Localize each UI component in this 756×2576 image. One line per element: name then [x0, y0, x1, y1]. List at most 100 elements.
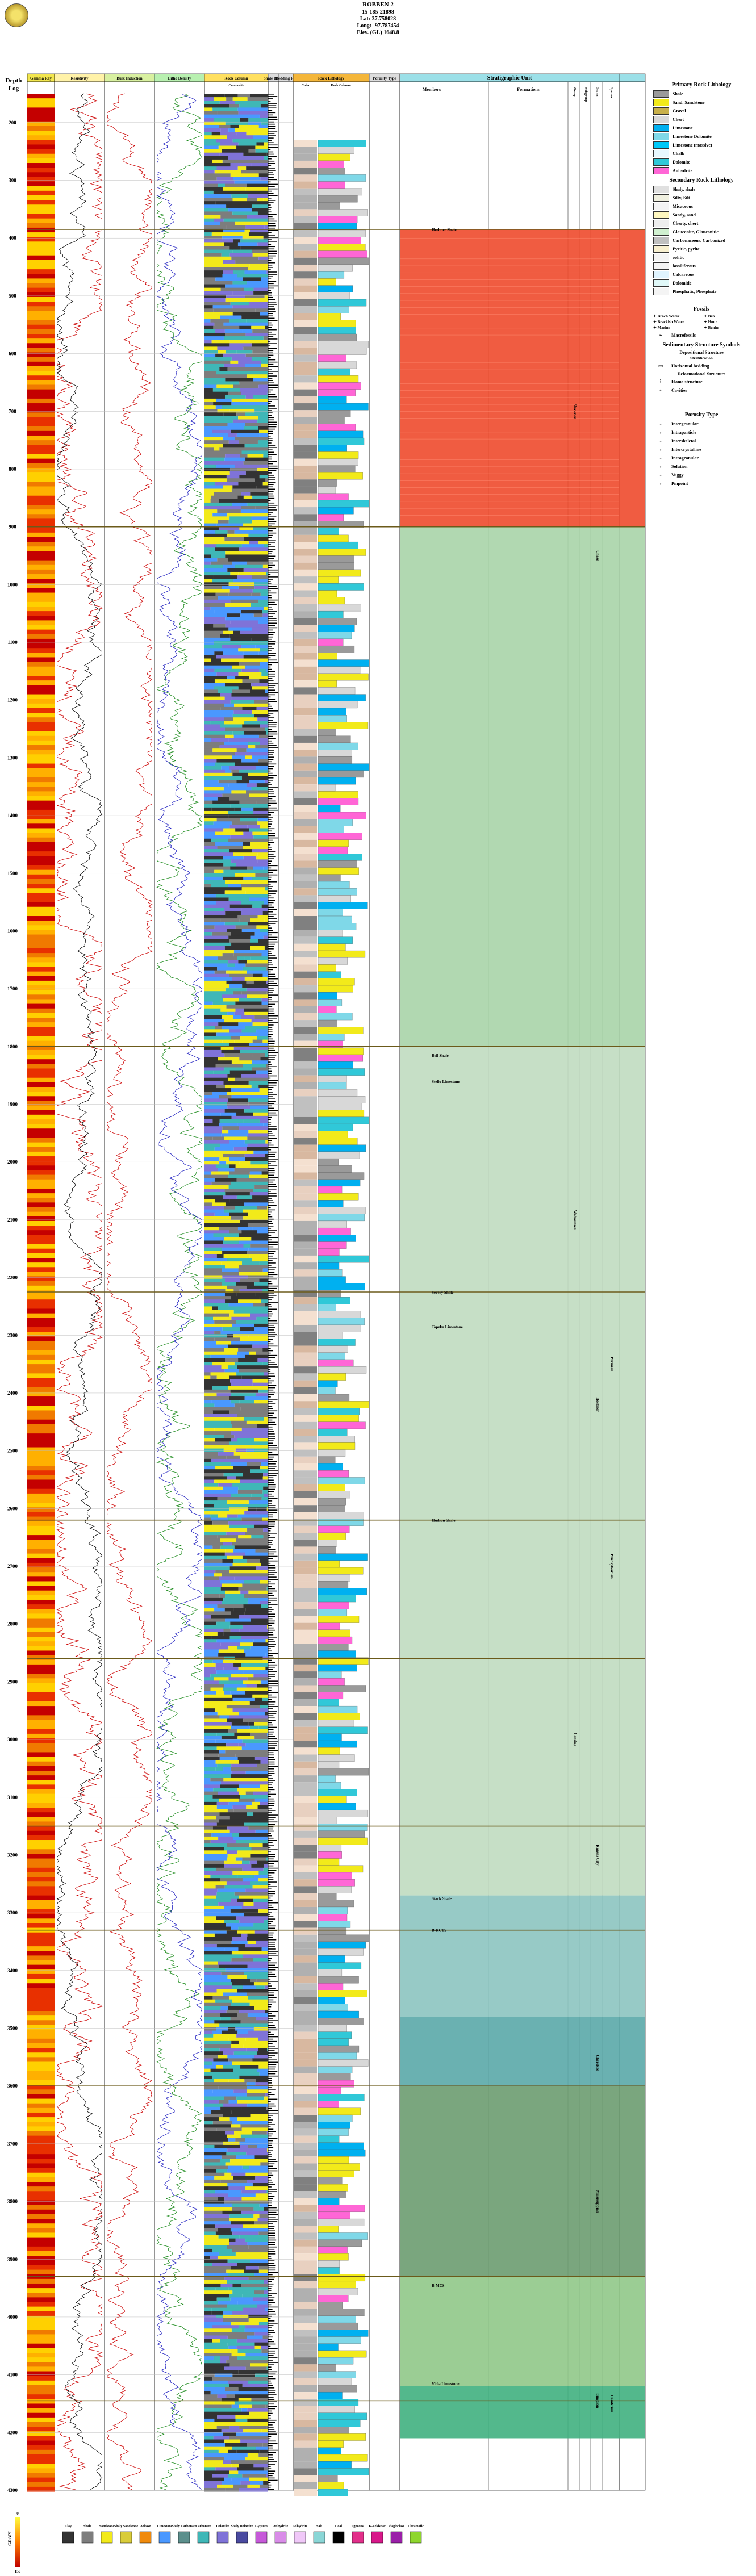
shale-ratio-bar	[268, 2399, 275, 2400]
rock-column-segment	[237, 1989, 250, 1993]
rock-column-segment	[241, 170, 268, 174]
shale-ratio-bar	[268, 2283, 274, 2285]
shale-ratio-bar	[268, 110, 273, 111]
rock-column-segment	[204, 1424, 232, 1428]
rock-column-segment	[204, 1545, 213, 1550]
rock-column-segment	[216, 1816, 230, 1820]
shale-ratio-bar	[268, 281, 277, 282]
shale-ratio-bar	[268, 1438, 276, 1439]
rock-column-segment	[254, 478, 266, 482]
shale-ratio-bar	[268, 546, 275, 547]
rock-column-segment	[220, 506, 241, 510]
rock-column-segment	[211, 1636, 230, 1640]
rock-column-segment	[230, 124, 239, 129]
rock-column-segment	[225, 2487, 239, 2492]
rock-column-segment	[264, 1920, 268, 1923]
lith-column-cell	[318, 2149, 366, 2157]
lith-column-cell	[318, 1262, 340, 1270]
shale-ratio-bar	[268, 787, 278, 788]
gamma-fill	[27, 320, 55, 325]
rock-column-segment	[214, 2373, 233, 2378]
rock-column-segment	[228, 1344, 253, 1349]
rock-column-segment	[216, 1944, 245, 1948]
gamma-fill	[27, 1248, 55, 1254]
rock-column-segment	[204, 2252, 219, 2256]
rock-column-segment	[204, 2055, 218, 2059]
gamma-fill	[27, 2034, 55, 2039]
rock-column-segment	[253, 835, 268, 839]
gamma-fill	[27, 846, 55, 852]
rock-column-segment	[251, 1847, 268, 1851]
shale-ratio-bar	[268, 352, 273, 354]
rock-column-segment	[204, 198, 233, 202]
shale-ratio-bar	[268, 1126, 277, 1127]
shale-ratio-bar	[268, 980, 274, 982]
shale-ratio-bar	[268, 2412, 273, 2414]
rock-column-segment	[204, 374, 224, 378]
depth-tick-label: 500	[9, 293, 16, 299]
rock-column-segment	[204, 1580, 220, 1584]
rock-column-segment	[248, 2422, 268, 2426]
gamma-fill	[27, 2038, 55, 2044]
lith-column-cell	[318, 2419, 361, 2427]
rock-column-segment	[223, 218, 268, 223]
gamma-fill	[27, 1562, 55, 1568]
track-title-resistivity: Resistivity	[70, 76, 89, 81]
gamma-fill	[27, 1622, 55, 1628]
gamma-fill	[27, 1128, 55, 1134]
lith-color-cell	[294, 306, 317, 313]
shale-ratio-bar	[268, 789, 273, 790]
lith-color-cell	[294, 2059, 317, 2067]
rock-column-segment	[204, 1254, 217, 1258]
rock-column-segment	[214, 869, 224, 874]
gamma-fill	[27, 181, 55, 187]
rock-column-segment	[256, 2446, 268, 2450]
rock-column-segment	[224, 696, 232, 701]
lith-column-cell	[318, 2142, 364, 2150]
gamma-fill	[27, 1022, 55, 1027]
rock-column-segment	[210, 1372, 237, 1376]
gamma-fill	[27, 1752, 55, 1758]
lith-column-cell	[318, 1498, 346, 1506]
rock-column-segment	[204, 2377, 212, 2381]
rock-column-segment	[232, 2290, 254, 2294]
lith-column-cell	[318, 2399, 359, 2406]
rock-column-segment	[255, 149, 268, 153]
lith-color-cell	[294, 549, 317, 556]
lith-column-cell	[318, 237, 361, 244]
rock-column-segment	[228, 1396, 245, 1400]
rock-column-segment	[227, 423, 245, 427]
rock-column-segment	[236, 863, 268, 867]
rock-column-segment	[239, 662, 260, 666]
shale-ratio-bar	[268, 930, 273, 931]
rock-column-segment	[204, 783, 229, 787]
rock-column-segment	[204, 1067, 225, 1072]
rock-column-segment	[204, 2436, 214, 2440]
rock-column-segment	[262, 1490, 268, 1494]
lith-color-cell	[294, 334, 317, 341]
gamma-fill	[27, 1872, 55, 1877]
shale-ratio-bar	[268, 2457, 273, 2458]
rock-column-segment	[222, 1268, 239, 1272]
lith-color-cell	[294, 1560, 317, 1568]
rock-column-segment	[204, 780, 219, 784]
rock-column-segment	[266, 1064, 268, 1068]
lith-color-cell	[294, 542, 317, 549]
lith-column-cell	[318, 2107, 361, 2115]
shale-ratio-bar	[268, 2436, 272, 2437]
lith-color-cell	[294, 209, 317, 216]
shale-ratio-bar	[268, 317, 275, 319]
rock-column-segment	[252, 1801, 260, 1806]
rock-column-segment	[204, 963, 228, 968]
lith-color-cell	[294, 2454, 317, 2462]
rock-column-segment	[204, 706, 221, 711]
rock-column-segment	[226, 2360, 268, 2364]
gamma-fill	[27, 1641, 55, 1646]
rock-column-segment	[233, 384, 259, 389]
rock-column-segment	[223, 2051, 234, 2055]
shale-ratio-bar	[268, 1278, 277, 1280]
shale-ratio-bar	[268, 1369, 271, 1370]
lith-column-cell	[318, 1844, 342, 1852]
rock-column-segment	[226, 2269, 244, 2274]
rock-column-segment	[244, 1202, 268, 1206]
